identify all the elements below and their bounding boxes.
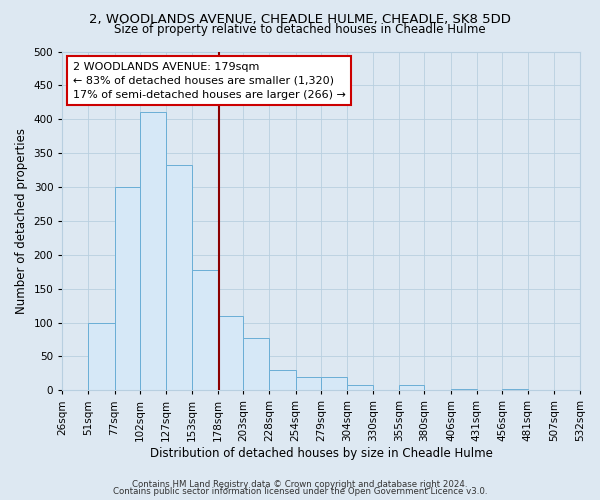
Bar [244,338,269,390]
Text: 2, WOODLANDS AVENUE, CHEADLE HULME, CHEADLE, SK8 5DD: 2, WOODLANDS AVENUE, CHEADLE HULME, CHEA… [89,12,511,26]
Bar [399,385,424,390]
Bar [218,316,244,390]
Bar [502,389,528,390]
Text: Contains HM Land Registry data © Crown copyright and database right 2024.: Contains HM Land Registry data © Crown c… [132,480,468,489]
Bar [347,385,373,390]
Bar [321,376,347,390]
Bar [166,164,192,390]
Bar [296,376,321,390]
Bar [192,270,218,390]
Bar [451,389,476,390]
Bar [88,322,115,390]
Bar [269,370,296,390]
Text: 2 WOODLANDS AVENUE: 179sqm
← 83% of detached houses are smaller (1,320)
17% of s: 2 WOODLANDS AVENUE: 179sqm ← 83% of deta… [73,62,346,100]
Bar [140,112,166,390]
Text: Size of property relative to detached houses in Cheadle Hulme: Size of property relative to detached ho… [114,22,486,36]
Bar [115,187,140,390]
Text: Contains public sector information licensed under the Open Government Licence v3: Contains public sector information licen… [113,487,487,496]
Y-axis label: Number of detached properties: Number of detached properties [15,128,28,314]
X-axis label: Distribution of detached houses by size in Cheadle Hulme: Distribution of detached houses by size … [150,447,493,460]
